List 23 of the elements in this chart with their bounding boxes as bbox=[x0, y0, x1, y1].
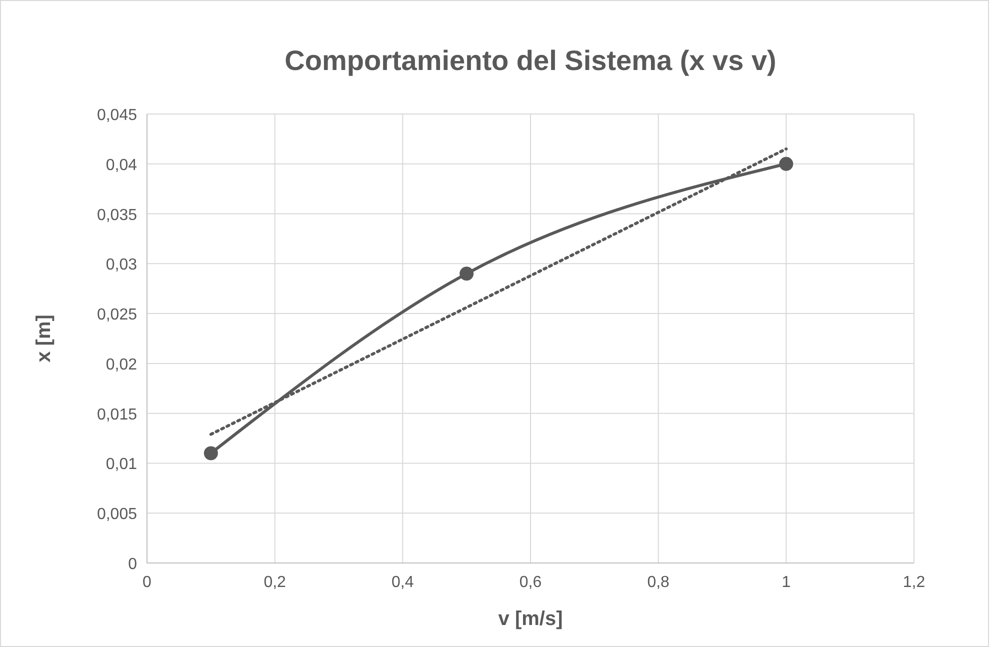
x-tick-label: 0,4 bbox=[392, 574, 414, 591]
y-tick-label: 0,02 bbox=[106, 356, 138, 374]
y-tick-label: 0 bbox=[128, 556, 138, 573]
x-tick-label: 0,8 bbox=[647, 574, 670, 591]
y-tick-label: 0,01 bbox=[106, 456, 138, 474]
x-tick-label: 0 bbox=[142, 574, 152, 591]
point bbox=[460, 266, 474, 281]
y-tick-label: 0,03 bbox=[106, 256, 138, 274]
y-tick-label: 0,04 bbox=[106, 156, 138, 174]
y-axis-title: x [m] bbox=[33, 314, 55, 362]
y-tick-label: 0,015 bbox=[96, 406, 138, 424]
chart-title: Comportamiento del Sistema (x vs v) bbox=[284, 45, 776, 76]
point bbox=[779, 156, 794, 171]
x-tick-label: 1,2 bbox=[902, 574, 926, 591]
x-tick-label: 0,2 bbox=[264, 574, 286, 591]
x-tick-label: 1 bbox=[782, 574, 791, 591]
y-tick-label: 0,005 bbox=[96, 506, 138, 524]
point bbox=[204, 446, 218, 460]
y-tick-label: 0,025 bbox=[96, 306, 138, 324]
x-axis-title: v [m/s] bbox=[498, 608, 563, 630]
x-tick-label: 0,6 bbox=[519, 574, 542, 591]
y-tick-label: 0,035 bbox=[96, 206, 138, 224]
y-tick-label: 0,045 bbox=[96, 107, 138, 124]
